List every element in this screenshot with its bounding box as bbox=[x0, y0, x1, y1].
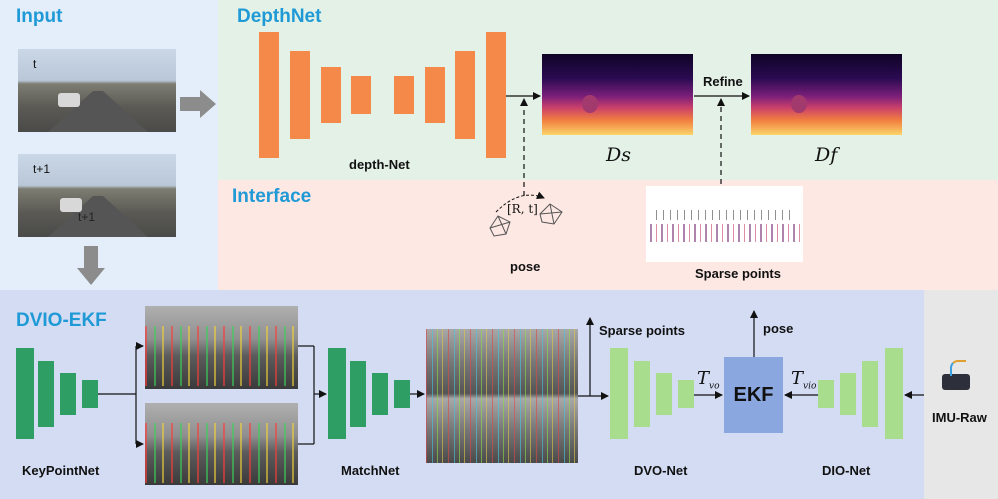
input-frame-t1-label: t+1 bbox=[33, 162, 51, 176]
dionet-label: DIO-Net bbox=[822, 463, 871, 478]
keypoint-dots bbox=[145, 423, 298, 483]
ekf-label: EKF bbox=[733, 383, 774, 406]
dvonet-label: DVO-Net bbox=[634, 463, 688, 478]
depthnet-decoder-block-2 bbox=[425, 67, 445, 123]
input-to-dvio-arrow bbox=[77, 246, 105, 285]
dionet-block-2 bbox=[840, 373, 856, 415]
input-to-depthnet-arrow bbox=[180, 90, 216, 118]
car-shape bbox=[58, 93, 80, 107]
keypointnet-block-2 bbox=[38, 361, 54, 427]
input-title: Input bbox=[16, 6, 63, 27]
imu-device-icon bbox=[940, 360, 972, 392]
sparse-points-label: Sparse points bbox=[695, 266, 781, 281]
keypoint-image-bottom bbox=[145, 403, 298, 485]
ds-label: Ds bbox=[606, 144, 631, 166]
t-vo-label: Tvo bbox=[697, 368, 720, 392]
input-panel bbox=[0, 0, 218, 290]
imu-antenna bbox=[950, 360, 966, 376]
imu-panel bbox=[924, 290, 998, 499]
df-label: Df bbox=[815, 144, 838, 166]
input-frame-t1-overlay: t+1 bbox=[78, 210, 96, 224]
depth-blob bbox=[791, 95, 807, 113]
dionet-block-4 bbox=[885, 348, 903, 439]
pose-curve-arrow bbox=[495, 191, 545, 213]
t-vo-sub: vo bbox=[709, 381, 720, 392]
dvonet-block-2 bbox=[634, 361, 650, 427]
matchnet-block-3 bbox=[372, 373, 388, 415]
dionet-block-1 bbox=[818, 380, 834, 408]
camera-frustum-right-icon bbox=[539, 203, 563, 225]
input-frame-t-label: t bbox=[33, 57, 37, 71]
depth-blob bbox=[582, 95, 598, 113]
refine-label: Refine bbox=[703, 74, 743, 89]
keypointnet-block-1 bbox=[16, 348, 34, 439]
t-vio-label: Tvio bbox=[791, 368, 816, 392]
imu-raw-label: IMU-Raw bbox=[932, 410, 987, 425]
t-vio-sub: vio bbox=[803, 381, 817, 392]
depthnet-label: depth-Net bbox=[349, 157, 410, 172]
pose-label: pose bbox=[510, 259, 541, 274]
match-lines bbox=[426, 329, 578, 463]
depthnet-encoder-block-1 bbox=[259, 32, 279, 158]
keypoint-dots bbox=[145, 326, 298, 386]
dvonet-block-1 bbox=[610, 348, 628, 439]
depthnet-decoder-block-4 bbox=[486, 32, 506, 158]
sparse-point-streak bbox=[656, 210, 796, 220]
t-vo-main: T bbox=[697, 368, 710, 389]
sparse-points-image bbox=[646, 186, 803, 262]
interface-title: Interface bbox=[232, 186, 312, 207]
matchnet-block-1 bbox=[328, 348, 346, 439]
imu-body bbox=[942, 374, 970, 390]
dvonet-block-4 bbox=[678, 380, 694, 408]
camera-frustum-left-icon bbox=[489, 215, 511, 237]
keypointnet-label: KeyPointNet bbox=[22, 463, 100, 478]
input-frame-t1: t+1 t+1 bbox=[18, 154, 176, 237]
sparse-points-out-label: Sparse points bbox=[599, 323, 685, 338]
depth-map-df bbox=[751, 54, 902, 135]
depthnet-decoder-block-3 bbox=[455, 51, 475, 139]
matchnet-block-4 bbox=[394, 380, 410, 408]
interface-panel bbox=[218, 180, 998, 290]
sparse-point-streak bbox=[650, 224, 800, 242]
matchnet-label: MatchNet bbox=[341, 463, 400, 478]
dionet-block-3 bbox=[862, 361, 878, 427]
t-vio-main: T bbox=[791, 368, 804, 389]
depthnet-decoder-block-1 bbox=[394, 76, 414, 114]
depthnet-encoder-block-4 bbox=[351, 76, 371, 114]
ekf-box: EKF bbox=[724, 357, 783, 433]
depthnet-encoder-block-2 bbox=[290, 51, 310, 139]
match-image bbox=[426, 329, 578, 463]
input-frame-t: t bbox=[18, 49, 176, 132]
dvonet-block-3 bbox=[656, 373, 672, 415]
depth-map-ds bbox=[542, 54, 693, 135]
keypoint-image-top bbox=[145, 306, 298, 389]
dvio-title: DVIO-EKF bbox=[16, 310, 107, 331]
car-shape bbox=[60, 198, 82, 212]
keypointnet-block-3 bbox=[60, 373, 76, 415]
keypointnet-block-4 bbox=[82, 380, 98, 408]
pose-transform-label: [R, t] bbox=[507, 202, 538, 216]
depthnet-title: DepthNet bbox=[237, 6, 322, 27]
pose-out-label: pose bbox=[763, 321, 794, 336]
depthnet-encoder-block-3 bbox=[321, 67, 341, 123]
matchnet-block-2 bbox=[350, 361, 366, 427]
